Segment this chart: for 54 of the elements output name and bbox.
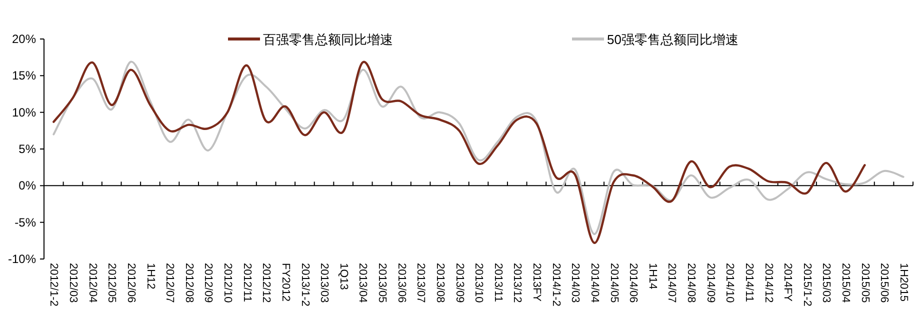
x-tick-label: 2015/04: [840, 263, 852, 303]
x-tick-label: 2013/06: [395, 263, 408, 303]
x-tick-label: 2014/06: [627, 263, 640, 303]
x-tick-label: 2013/08: [434, 263, 446, 303]
x-tick-label: 2012/11: [240, 263, 253, 302]
x-tick-label: 2012/10: [222, 263, 234, 303]
x-tick-label: 2015/05: [858, 263, 871, 303]
legend-label: 百强零售总额同比增速: [263, 32, 393, 47]
x-tick-label: 2014/10: [724, 263, 736, 303]
y-tick-label: 15%: [12, 68, 36, 83]
x-tick-label: 2012/07: [164, 263, 176, 303]
x-tick-label: 2015/06: [878, 263, 890, 303]
y-tick-label: 10%: [12, 105, 36, 120]
x-tick-label: 2015/1-2: [800, 263, 813, 306]
y-tick-label: -5%: [14, 215, 36, 230]
x-tick-label: 1H12: [144, 263, 156, 290]
x-tick-label: 2013/07: [414, 263, 427, 303]
y-tick-label: 20%: [12, 32, 36, 46]
x-tick-label: 2014/09: [704, 263, 716, 303]
x-tick-label: 2013/09: [453, 263, 466, 303]
x-tick-label: 2012/12: [260, 263, 272, 303]
x-tick-label: 2013FY: [530, 263, 543, 302]
x-tick-label: 2014/03: [569, 263, 582, 303]
x-tick-label: 2014/12: [762, 263, 774, 303]
x-tick-label: 2015/03: [820, 263, 832, 303]
x-tick-label: 2013/05: [376, 263, 388, 303]
x-tick-label: 2014/11: [742, 263, 755, 302]
x-tick-label: 2013/03: [318, 263, 330, 303]
x-tick-label: 2014FY: [782, 263, 794, 302]
x-tick-label: 2013/04: [356, 263, 369, 303]
x-tick-label: 2014/07: [666, 263, 678, 303]
x-tick-label: 2012/05: [106, 263, 118, 303]
x-tick-label: 2013/11: [492, 263, 504, 302]
x-tick-label: 2014/08: [685, 263, 698, 303]
x-tick-label: FY2012: [279, 263, 292, 302]
legend-label: 50强零售总额同比增速: [607, 32, 738, 47]
y-tick-label: -10%: [8, 252, 36, 266]
x-tick-label: 2013/10: [472, 263, 485, 303]
x-tick-label: 1H2015: [897, 263, 910, 302]
x-tick-label: 2014/04: [588, 263, 600, 303]
x-tick-label: 2012/06: [124, 263, 137, 303]
x-tick-label: 2013/12: [511, 263, 524, 303]
y-tick-label: 0%: [18, 178, 36, 193]
y-tick-label: 5%: [18, 142, 36, 156]
x-tick-label: 1Q13: [337, 263, 350, 290]
x-tick-label: 2014/1-2: [550, 263, 562, 306]
x-tick-label: 2014/05: [608, 263, 620, 303]
x-tick-label: 2012/04: [86, 263, 98, 303]
x-tick-label: 2012/09: [202, 263, 214, 303]
x-tick-label: 1H14: [646, 263, 658, 290]
x-tick-label: 2012/08: [182, 263, 195, 303]
x-tick-label: 2012/1-2: [48, 263, 60, 306]
x-tick-label: 2013/1-2: [298, 263, 311, 306]
x-tick-label: 2012/03: [67, 263, 80, 303]
